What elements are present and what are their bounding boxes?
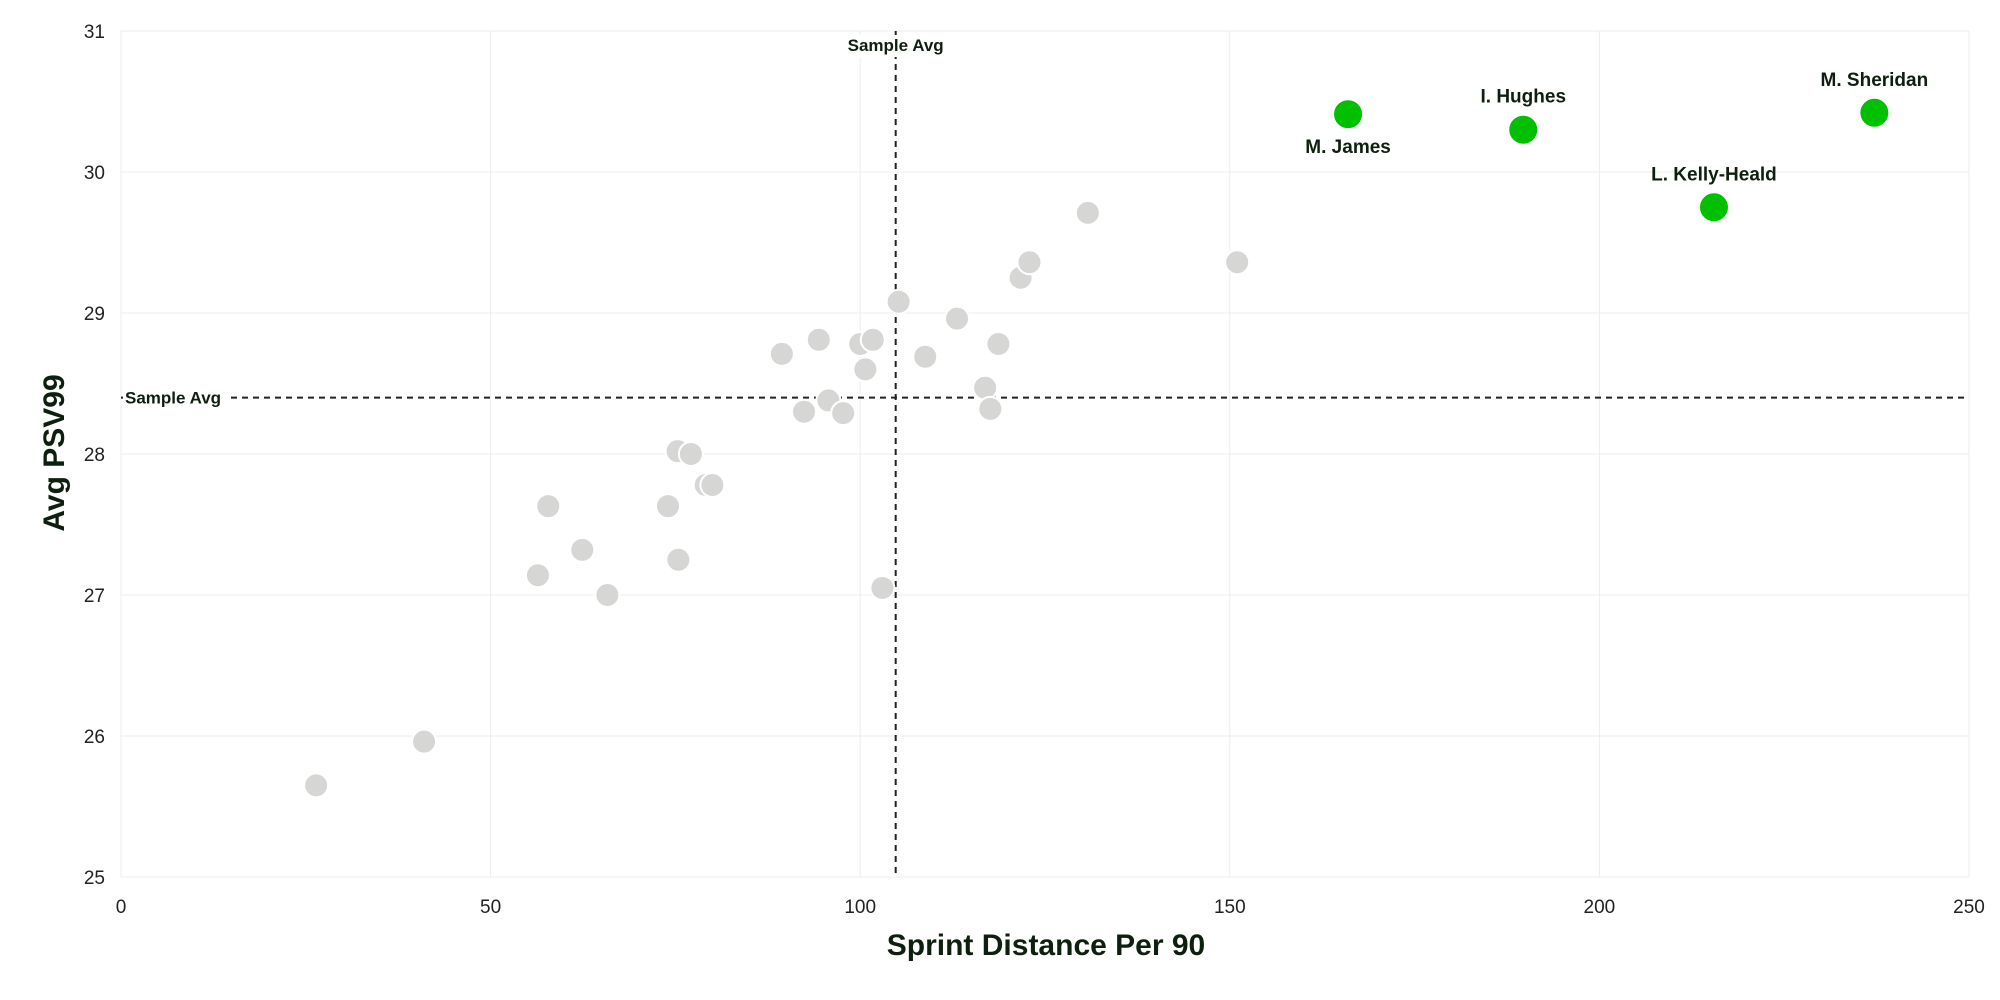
player-point [699, 472, 726, 499]
player-point [524, 562, 551, 589]
y-average-label-bg [123, 386, 227, 409]
player-point [665, 546, 692, 573]
player-point [1074, 199, 1101, 226]
player-point [944, 305, 971, 332]
player-point [768, 340, 795, 367]
y-tick-label: 27 [84, 586, 105, 607]
y-tick-label: 28 [84, 445, 105, 466]
highlighted-player-label: M. James [1305, 137, 1391, 158]
player-point [1016, 249, 1043, 276]
tick-labels: 0 50 100 150 200 250 25 26 27 28 29 30 31 [84, 22, 1985, 918]
highlighted-player-label: L. Kelly-Heald [1651, 164, 1777, 185]
x-axis-title: Sprint Distance Per 90 [887, 929, 1205, 962]
player-point [535, 493, 562, 520]
x-average-label: Sample Avg [848, 36, 944, 55]
y-axis-title: Avg PSV99 [38, 374, 71, 531]
player-point [977, 395, 1004, 422]
player-point [985, 331, 1012, 358]
y-tick-label: 30 [84, 163, 105, 184]
point-labels: M. James I. Hughes L. Kelly-Heald M. Sherid… [1305, 70, 1928, 185]
player-point [912, 343, 939, 370]
player-point [655, 493, 682, 520]
y-tick-label: 29 [84, 304, 105, 325]
player-point [869, 574, 896, 601]
player-point [852, 356, 879, 383]
x-tick-label: 0 [116, 897, 127, 918]
player-point [972, 374, 999, 401]
highlighted-player-point [1507, 113, 1540, 146]
grid-layer [120, 30, 1970, 878]
y-tick-label: 25 [84, 868, 105, 889]
player-point [1224, 249, 1251, 276]
y-tick-label: 31 [84, 22, 105, 43]
player-point [859, 326, 886, 353]
highlighted-player-point [1858, 96, 1891, 129]
player-point [805, 326, 832, 353]
x-tick-label: 50 [480, 897, 501, 918]
player-point [677, 441, 704, 467]
highlighted-player-point [1697, 191, 1730, 224]
x-tick-label: 150 [1214, 897, 1246, 918]
x-tick-label: 250 [1953, 897, 1985, 918]
reference-lines: Sample Avg Sample Avg [121, 31, 1969, 877]
y-average-label: Sample Avg [125, 389, 221, 408]
player-point [594, 582, 621, 608]
y-tick-label: 26 [84, 727, 105, 748]
player-point [569, 536, 596, 563]
player-point [885, 288, 912, 315]
highlighted-player-label: M. Sheridan [1821, 70, 1929, 91]
player-point [830, 400, 857, 427]
highlighted-player-label: I. Hughes [1481, 87, 1567, 108]
x-tick-label: 200 [1584, 897, 1616, 918]
data-points [303, 96, 1891, 799]
highlighted-player-point [1332, 98, 1365, 131]
x-tick-label: 100 [844, 897, 876, 918]
player-point [411, 728, 438, 755]
player-point [303, 772, 330, 799]
player-point [791, 398, 818, 425]
x-average-label-bg [843, 35, 948, 57]
